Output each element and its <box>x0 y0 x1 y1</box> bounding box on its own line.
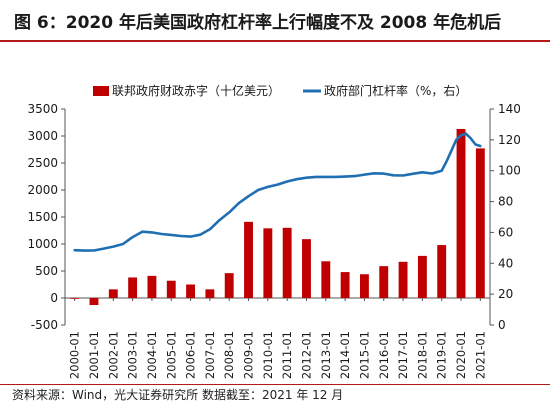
x-tick-label: 2008-01 <box>222 331 236 379</box>
chart: -500 0 500 1000 1500 2000 2500 3000 3500 0 20 40 60 8… <box>27 83 520 379</box>
x-tick-label: 2020-01 <box>454 331 468 379</box>
x-tick-label: 2000-01 <box>68 331 82 379</box>
y-right-tick-label: 120 <box>498 133 521 147</box>
x-tick-label: 2019-01 <box>435 331 449 379</box>
y-right-tick-label: 140 <box>498 102 521 116</box>
bar <box>321 261 331 298</box>
y-left-tick-label: 0 <box>50 291 58 305</box>
source-note: 资料来源：Wind，光大证券研究所 数据截至：2021 年 12 月 <box>12 388 344 402</box>
bar <box>398 261 408 298</box>
bar <box>108 289 118 298</box>
x-tick-label: 2007-01 <box>203 331 217 379</box>
x-tick-label: 2010-01 <box>261 331 275 379</box>
legend: 联邦政府财政赤字（十亿美元） 政府部门杠杆率（%，右） <box>93 83 467 98</box>
x-tick-label: 2013-01 <box>319 331 333 379</box>
bar <box>302 239 311 298</box>
x-tick-label: 2015-01 <box>357 331 371 379</box>
bar <box>282 227 292 298</box>
x-tick-label: 2005-01 <box>164 331 178 379</box>
bar <box>70 298 80 299</box>
x-tick-label: 2011-01 <box>280 331 294 379</box>
x-tick-label: 2001-01 <box>87 331 101 379</box>
bar <box>456 128 466 298</box>
legend-swatch-bar <box>93 86 109 96</box>
title-rule <box>0 40 550 42</box>
y-left-tick-label: 3000 <box>27 129 58 143</box>
bar <box>340 272 350 298</box>
bar <box>417 255 427 298</box>
bar <box>359 274 369 298</box>
bar <box>475 148 485 298</box>
x-tick-label: 2003-01 <box>126 331 140 379</box>
bars-layer <box>70 128 485 306</box>
legend-label-bar: 联邦政府财政赤字（十亿美元） <box>112 83 280 98</box>
bar <box>224 273 234 298</box>
bar <box>437 245 447 298</box>
x-tick-label: 2014-01 <box>338 331 352 379</box>
y-right-tick-label: 100 <box>498 164 521 178</box>
y-right-tick-label: 40 <box>498 256 513 270</box>
axes-layer: -500 0 500 1000 1500 2000 2500 3000 3500 0 20 40 60 8… <box>27 102 520 379</box>
series-line <box>73 132 482 252</box>
line-layer <box>73 132 482 252</box>
y-left-tick-label: 1000 <box>27 237 58 251</box>
bar <box>244 221 253 298</box>
bar <box>263 228 273 298</box>
y-right-tick-label: 0 <box>498 318 506 332</box>
figure-title: 图 6：2020 年后美国政府杠杆率上行幅度不及 2008 年危机后 <box>14 12 502 33</box>
x-tick-label: 2004-01 <box>145 331 159 379</box>
x-tick-label: 2009-01 <box>242 331 256 379</box>
x-tick-label: 2018-01 <box>415 331 429 379</box>
x-tick-label: 2012-01 <box>299 331 313 379</box>
y-right-tick-label: 60 <box>498 225 513 239</box>
y-left-tick-label: 2500 <box>27 156 58 170</box>
x-tick-label: 2016-01 <box>377 331 391 379</box>
y-left-tick-label: 2000 <box>27 183 58 197</box>
bar <box>89 298 99 306</box>
y-left-tick-label: 3500 <box>27 102 58 116</box>
y-right-tick-label: 80 <box>498 195 513 209</box>
bar <box>186 284 196 298</box>
y-left-tick-label: 1500 <box>27 210 58 224</box>
x-tick-label: 2017-01 <box>396 331 410 379</box>
y-left-tick-label: 500 <box>35 264 58 278</box>
bar <box>166 280 176 298</box>
x-tick-label: 2006-01 <box>184 331 198 379</box>
x-tick-label: 2002-01 <box>106 331 120 379</box>
legend-label-line: 政府部门杠杆率（%，右） <box>324 83 467 98</box>
bar <box>128 277 138 298</box>
bar <box>379 266 389 298</box>
bar <box>205 289 215 298</box>
y-left-tick-label: -500 <box>31 318 58 332</box>
source-rule <box>0 384 550 385</box>
y-right-tick-label: 20 <box>498 287 513 301</box>
bar <box>147 275 157 298</box>
x-tick-label: 2021-01 <box>473 331 487 379</box>
